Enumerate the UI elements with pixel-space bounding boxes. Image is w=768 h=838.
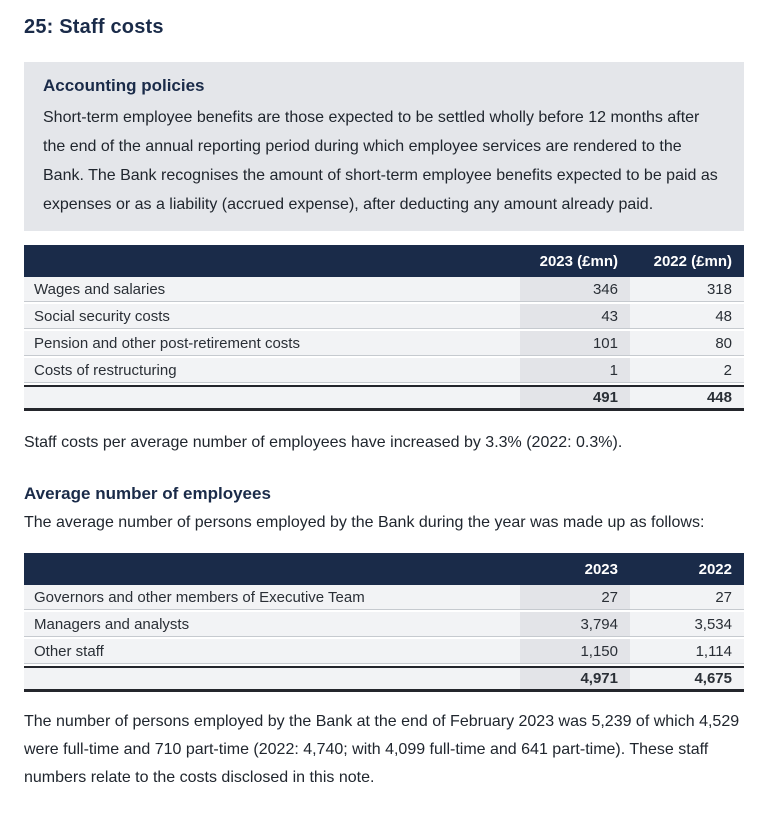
staff-costs-header-row: 2023 (£mn) 2022 (£mn): [24, 245, 744, 277]
table-row: Costs of restructuring 1 2: [24, 358, 744, 385]
accounting-policies-box: Accounting policies Short-term employee …: [24, 62, 744, 231]
staff-costs-header-2023: 2023 (£mn): [520, 245, 630, 277]
document-page: 25: Staff costs Accounting policies Shor…: [24, 16, 744, 786]
employees-intro: The average number of persons employed b…: [24, 514, 705, 531]
value-2022: 2: [630, 358, 744, 385]
value-2023: 101: [520, 331, 630, 358]
value-2022: 318: [630, 277, 744, 304]
total-row: 491 448: [24, 385, 744, 411]
value-2023: 43: [520, 304, 630, 331]
value-2022: 80: [630, 331, 744, 358]
table-row: Social security costs 43 48: [24, 304, 744, 331]
table-row: Pension and other post-retirement costs …: [24, 331, 744, 358]
row-label: Other staff: [24, 639, 520, 666]
page-title: 25: Staff costs: [24, 16, 164, 38]
value-2023: 1,150: [520, 639, 630, 666]
employees-header-2023: 2023: [520, 553, 630, 585]
row-label: Managers and analysts: [24, 612, 520, 639]
staff-costs-note: Staff costs per average number of employ…: [24, 434, 623, 451]
employees-header-spacer: [24, 553, 520, 585]
value-2022: 3,534: [630, 612, 744, 639]
accounting-policies-heading: Accounting policies: [43, 76, 205, 95]
total-label: [24, 385, 520, 411]
value-2023: 346: [520, 277, 630, 304]
table-row: Managers and analysts 3,794 3,534: [24, 612, 744, 639]
value-2022: 48: [630, 304, 744, 331]
total-2023: 491: [520, 385, 630, 411]
value-2023: 3,794: [520, 612, 630, 639]
table-row: Wages and salaries 346 318: [24, 277, 744, 304]
row-label: Costs of restructuring: [24, 358, 520, 385]
total-2022: 448: [630, 385, 744, 411]
employees-heading: Average number of employees: [24, 484, 271, 503]
value-2023: 1: [520, 358, 630, 385]
row-label: Wages and salaries: [24, 277, 520, 304]
closing-note: The number of persons employed by the Ba…: [24, 713, 740, 786]
employees-header-row: 2023 2022: [24, 553, 744, 585]
total-row: 4,971 4,675: [24, 666, 744, 692]
table-row: Other staff 1,150 1,114: [24, 639, 744, 666]
row-label: Pension and other post-retirement costs: [24, 331, 520, 358]
value-2022: 27: [630, 585, 744, 612]
total-label: [24, 666, 520, 692]
accounting-policies-text: Short-term employee benefits are those e…: [43, 109, 718, 213]
value-2022: 1,114: [630, 639, 744, 666]
staff-costs-header-2022: 2022 (£mn): [630, 245, 744, 277]
value-2023: 27: [520, 585, 630, 612]
employees-table: 2023 2022 Governors and other members of…: [24, 553, 744, 692]
employees-header-2022: 2022: [630, 553, 744, 585]
total-2023: 4,971: [520, 666, 630, 692]
row-label: Governors and other members of Executive…: [24, 585, 520, 612]
staff-costs-header-spacer: [24, 245, 520, 277]
table-row: Governors and other members of Executive…: [24, 585, 744, 612]
row-label: Social security costs: [24, 304, 520, 331]
staff-costs-table: 2023 (£mn) 2022 (£mn) Wages and salaries…: [24, 245, 744, 411]
total-2022: 4,675: [630, 666, 744, 692]
